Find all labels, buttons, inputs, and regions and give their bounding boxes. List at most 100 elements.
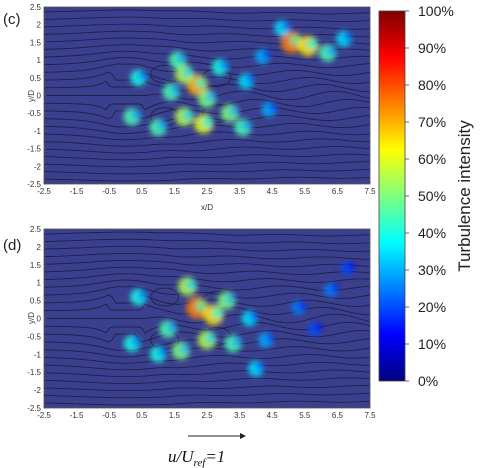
- streamline: [44, 385, 370, 392]
- y-tick-label: 0: [37, 92, 42, 101]
- streamline: [44, 161, 370, 168]
- plot-area-c: [44, 7, 370, 184]
- turbulence-hotspot-halo: [202, 116, 214, 128]
- x-tick-label: 7.5: [364, 411, 376, 420]
- streamline: [44, 176, 370, 182]
- x-tick-label: 7.5: [364, 187, 376, 196]
- turbulence-hotspot-halo: [131, 337, 141, 347]
- turbulence-hotspot-halo: [306, 38, 318, 50]
- y-tick-label: -2.5: [27, 404, 41, 413]
- streamline: [44, 392, 370, 399]
- turbulence-hotspot-halo: [255, 362, 265, 371]
- turbulence-hotspot-halo: [265, 333, 274, 343]
- streamline: [44, 57, 370, 69]
- y-tick-label: -0.5: [27, 332, 41, 341]
- y-tick-label: 1.5: [30, 261, 42, 270]
- streamline: [44, 245, 370, 252]
- streamline: [44, 153, 370, 161]
- turbulence-hotspot-halo: [330, 283, 339, 292]
- x-tick-label: 0.5: [136, 187, 148, 196]
- colorbar-tick-label: 0%: [418, 373, 438, 389]
- turbulence-field-d: [123, 261, 356, 377]
- turbulence-hotspot-halo: [179, 343, 190, 354]
- y-tick-label: 2: [37, 21, 42, 30]
- colorbar-tick-label: 70%: [418, 114, 446, 130]
- colorbar-tick-label: 50%: [418, 188, 446, 204]
- turbulence-hotspot-halo: [176, 53, 187, 63]
- streamline: [44, 168, 370, 175]
- turbulence-hotspot-halo: [298, 301, 307, 310]
- x-tick-label: -1.5: [70, 411, 84, 420]
- turbulence-hotspot-halo: [131, 109, 141, 120]
- colorbar-tick-label: 90%: [418, 40, 446, 56]
- turbulence-hotspot-halo: [281, 21, 291, 31]
- reference-vector: u/Uref=1: [168, 433, 246, 468]
- x-tick-label: 4.5: [267, 187, 279, 196]
- turbulence-hotspot-halo: [157, 347, 167, 357]
- reference-label: u/Uref=1: [168, 447, 225, 468]
- streamline: [44, 354, 370, 364]
- y-tick-label: 1: [37, 279, 42, 288]
- x-tick-label: 2.5: [201, 411, 213, 420]
- streamline: [44, 225, 370, 228]
- y-tick-label: 2.5: [30, 3, 42, 12]
- turbulence-hotspot-halo: [167, 322, 177, 333]
- streamline: [44, 16, 370, 23]
- streamline: [44, 138, 370, 147]
- turbulence-hotspot-halo: [249, 312, 258, 321]
- x-tick-label: 3.5: [234, 187, 246, 196]
- x-ticks-d: -2.5 -1.5 -0.5 0.5 1.5 2.5 3.5 4.5 5.5 6.5 7.5: [37, 405, 376, 420]
- x-tick-label: 3.5: [234, 411, 246, 420]
- turbulence-hotspot-halo: [137, 71, 148, 81]
- streamline: [44, 238, 370, 245]
- reference-label-main: u/U: [168, 447, 195, 466]
- streamline: [44, 286, 370, 299]
- turbulence-hotspot-halo: [219, 60, 229, 70]
- turbulence-hotspot-halo: [314, 323, 323, 332]
- reference-label-tail: =1: [205, 447, 225, 466]
- streamline: [44, 279, 370, 291]
- turbulence-hotspot-halo: [186, 279, 197, 290]
- panel-d: (d) y/D -2.5 -1.5 -0.5 0.5 1.5 2.5 3.5 4.5 5.5 6.…: [3, 225, 376, 420]
- xlabel-c: x/D: [201, 203, 213, 212]
- turbulence-hotspot-halo: [183, 67, 194, 78]
- y-tick-label: 2.5: [30, 225, 42, 234]
- colorbar-tick-label: 100%: [418, 3, 454, 19]
- turbulence-hotspot-halo: [232, 336, 242, 347]
- streamline: [44, 146, 370, 154]
- streamline: [44, 377, 370, 385]
- turbulence-hotspot-halo: [157, 120, 167, 131]
- streamline: [44, 273, 370, 283]
- streamline: [44, 231, 370, 237]
- turbulence-hotspot-halo: [242, 120, 252, 131]
- recirculation-loop: [150, 287, 180, 307]
- reference-arrow-head: [240, 433, 246, 439]
- colorbar-tick-label: 10%: [418, 336, 446, 352]
- y-tick-label: -1: [34, 350, 42, 359]
- streamline: [44, 71, 370, 85]
- ylabel-c: y/D: [27, 90, 36, 102]
- x-tick-label: 2.5: [201, 187, 213, 196]
- turbulence-hotspot-halo: [245, 74, 255, 84]
- colorbar-ticks: 100% 90% 80% 70% 60% 50% 40% 30% 20% 10% 0%: [405, 3, 454, 389]
- y-tick-label: -1.5: [27, 368, 41, 377]
- x-tick-label: 4.5: [267, 411, 279, 420]
- streamline: [44, 50, 370, 61]
- y-tick-label: 1: [37, 56, 42, 65]
- y-tick-label: -2: [34, 386, 42, 395]
- turbulence-hotspot-halo: [343, 32, 353, 42]
- reference-label-sub: ref: [194, 457, 208, 468]
- x-tick-label: -0.5: [102, 187, 116, 196]
- y-tick-label: -2.5: [27, 180, 41, 189]
- turbulence-hotspot-halo: [183, 109, 194, 120]
- x-tick-label: 6.5: [332, 411, 344, 420]
- x-tick-label: -0.5: [102, 411, 116, 420]
- streamline: [44, 106, 370, 120]
- turbulence-hotspot-halo: [205, 332, 217, 344]
- plot-area-d: [44, 225, 370, 408]
- turbulence-hotspot-halo: [211, 307, 224, 319]
- colorbar-title: Turbulence intensity: [455, 120, 474, 272]
- streamline: [44, 400, 370, 406]
- y-tick-label: -2: [34, 162, 42, 171]
